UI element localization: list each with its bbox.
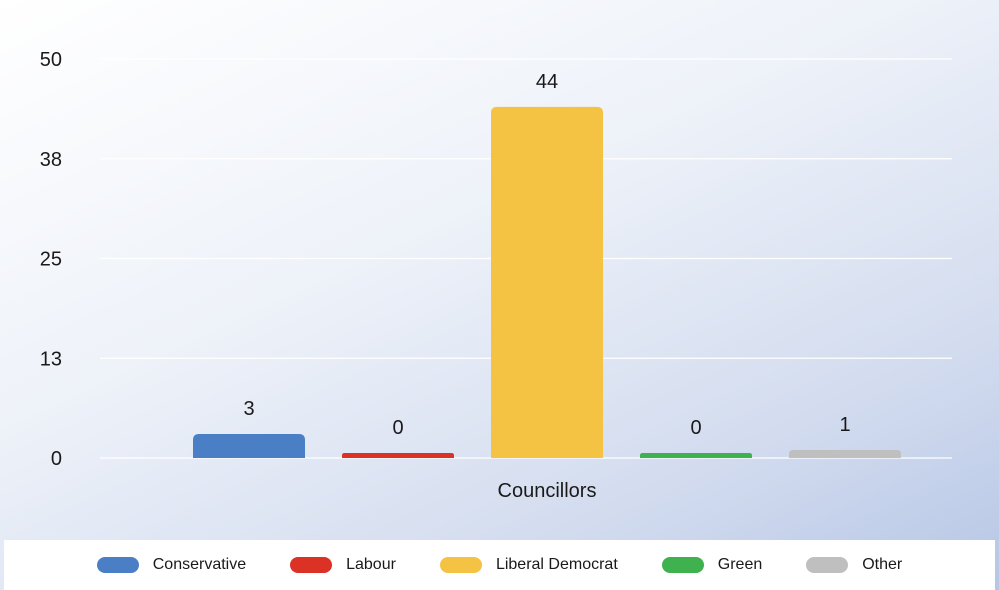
bar-green: [640, 453, 752, 458]
x-category-label: Councillors: [498, 480, 597, 502]
chart-area: 0 13 25 38 50 3 0 44 0 1 Councillors: [39, 49, 901, 502]
y-tick-label: 38: [40, 149, 62, 171]
legend-item[interactable]: Conservative: [96, 556, 247, 574]
legend-label: Other: [862, 556, 903, 573]
y-tick-label: 25: [40, 249, 62, 271]
legend-item[interactable]: Other: [806, 556, 902, 574]
legend-swatch: [96, 557, 139, 573]
data-label: 0: [392, 417, 403, 439]
legend-swatch: [806, 557, 849, 573]
legend-swatch: [290, 557, 333, 573]
legend-swatch: [661, 557, 704, 573]
bar-labour: [342, 453, 454, 458]
legend-label: Conservative: [152, 556, 247, 573]
bar-conservative: [193, 434, 305, 458]
legend-label: Green: [717, 556, 763, 573]
y-tick-label: 50: [40, 49, 62, 71]
legend-item[interactable]: Green: [661, 556, 763, 574]
legend-label: Liberal Democrat: [495, 556, 618, 573]
bar-other: [789, 450, 901, 458]
legend-item[interactable]: Labour: [290, 556, 396, 574]
y-tick-label: 0: [51, 448, 62, 470]
legend-swatch: [439, 557, 482, 573]
data-label: 1: [839, 414, 850, 436]
legend-label: Labour: [346, 556, 396, 573]
legend-item[interactable]: Liberal Democrat: [439, 556, 618, 574]
bar-liberal-democrat: [491, 106, 603, 458]
bar-chart: 0 13 25 38 50 3 0 44 0 1 Councillors: [39, 49, 901, 502]
legend: Conservative Labour Liberal Democrat Green O…: [4, 540, 995, 590]
data-label: 44: [536, 71, 558, 93]
data-label: 3: [243, 398, 254, 420]
y-tick-label: 13: [40, 348, 62, 370]
data-label: 0: [690, 417, 701, 439]
